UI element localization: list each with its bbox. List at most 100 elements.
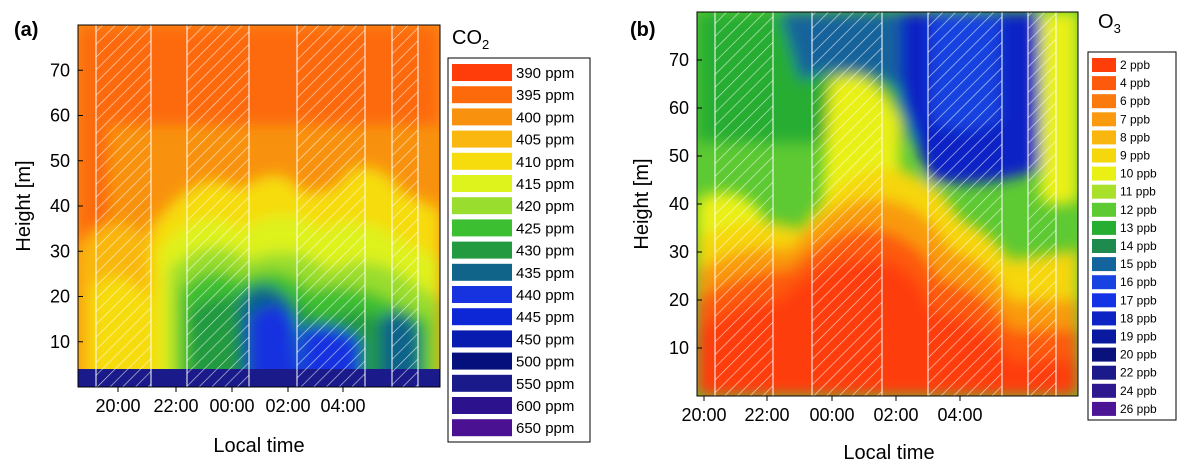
legend-label: 435 ppm bbox=[516, 265, 574, 282]
legend-a: 390 ppm 395 ppm 400 ppm 405 ppm 410 ppm 415 p… bbox=[452, 64, 574, 437]
legend-label: 8 ppb bbox=[1120, 130, 1150, 144]
legend-label: 390 ppm bbox=[516, 65, 574, 82]
legend-label: 395 ppm bbox=[516, 87, 574, 104]
legend-swatch bbox=[452, 108, 512, 126]
x-tick-label: 04:00 bbox=[320, 396, 365, 416]
legend-swatch bbox=[452, 330, 512, 348]
legend-swatch bbox=[1092, 347, 1116, 362]
legend-swatch bbox=[1092, 220, 1116, 235]
x-tick-label: 22:00 bbox=[744, 405, 789, 425]
y-tick-label: 60 bbox=[669, 98, 689, 118]
panel-label-a: (a) bbox=[14, 19, 38, 41]
x-tick-label: 04:00 bbox=[937, 405, 982, 425]
legend-swatch bbox=[452, 219, 512, 237]
y-tick-label: 40 bbox=[669, 194, 689, 214]
x-tick-label: 22:00 bbox=[153, 396, 198, 416]
legend-label: 22 ppb bbox=[1120, 366, 1157, 380]
legend-swatch bbox=[452, 152, 512, 170]
y-tick-label: 10 bbox=[50, 332, 70, 352]
legend-label: 14 ppb bbox=[1120, 239, 1157, 253]
legend-label: 9 ppb bbox=[1120, 149, 1150, 163]
chart-title-b: O3 bbox=[1098, 11, 1121, 36]
legend-swatch bbox=[452, 308, 512, 326]
legend-label: 415 ppm bbox=[516, 176, 574, 193]
legend-label: 19 ppb bbox=[1120, 330, 1157, 344]
legend-swatch bbox=[1092, 383, 1116, 398]
legend-swatch bbox=[1092, 293, 1116, 308]
x-tick-label: 20:00 bbox=[681, 405, 726, 425]
y-tick-label: 60 bbox=[50, 106, 70, 126]
legend-swatch bbox=[452, 175, 512, 192]
x-axis-a: 20:00 22:00 00:00 02:00 04:00 bbox=[95, 387, 366, 416]
y-tick-label: 20 bbox=[50, 287, 70, 307]
y-tick-label: 30 bbox=[50, 241, 70, 261]
legend-swatch bbox=[452, 197, 512, 215]
legend-swatch bbox=[1092, 257, 1116, 272]
legend-swatch bbox=[452, 86, 512, 104]
legend-label: 600 ppm bbox=[516, 398, 574, 415]
legend-swatch bbox=[452, 419, 512, 437]
panel-label-b: (b) bbox=[630, 19, 656, 41]
panel-b: (b) O3 bbox=[630, 11, 1177, 464]
legend-label: 20 ppb bbox=[1120, 348, 1157, 362]
legend-swatch bbox=[452, 64, 512, 81]
legend-swatch bbox=[1092, 166, 1116, 181]
legend-swatch bbox=[1092, 329, 1116, 344]
y-tick-label: 70 bbox=[50, 60, 70, 80]
x-axis-b: 20:00 22:00 00:00 02:00 04:00 bbox=[681, 396, 983, 425]
legend-swatch bbox=[452, 286, 512, 303]
legend-label: 7 ppb bbox=[1120, 112, 1150, 126]
legend-swatch bbox=[1092, 184, 1116, 199]
y-tick-label: 10 bbox=[669, 338, 689, 358]
legend-label: 24 ppb bbox=[1120, 384, 1157, 398]
x-axis-label-b: Local time bbox=[843, 442, 934, 464]
legend-label: 11 ppb bbox=[1120, 185, 1156, 199]
legend-swatch bbox=[452, 263, 512, 281]
legend-swatch bbox=[452, 241, 512, 259]
legend-swatch bbox=[452, 352, 512, 370]
legend-label: 15 ppb bbox=[1120, 257, 1157, 271]
legend-swatch bbox=[1092, 148, 1116, 163]
heatmap-field-b bbox=[697, 12, 1078, 396]
y-tick-label: 50 bbox=[669, 146, 689, 166]
legend-label: 430 ppm bbox=[516, 243, 574, 260]
legend-swatch bbox=[1092, 275, 1116, 290]
y-tick-label: 20 bbox=[669, 290, 689, 310]
legend-label: 2 ppb bbox=[1120, 58, 1150, 72]
legend-label: 405 ppm bbox=[516, 132, 574, 149]
legend-swatch bbox=[1092, 58, 1116, 72]
legend-label: 4 ppb bbox=[1120, 76, 1150, 90]
legend-label: 10 ppb bbox=[1120, 167, 1157, 181]
y-tick-label: 30 bbox=[669, 242, 689, 262]
y-tick-label: 40 bbox=[50, 196, 70, 216]
legend-swatch bbox=[1092, 401, 1116, 416]
hatch-bands-b bbox=[714, 12, 1057, 396]
legend-label: 420 ppm bbox=[516, 198, 574, 215]
legend-label: 17 ppb bbox=[1120, 293, 1157, 307]
legend-swatch bbox=[1092, 365, 1116, 380]
x-tick-label: 20:00 bbox=[95, 396, 140, 416]
legend-label: 12 ppb bbox=[1120, 203, 1157, 217]
legend-label: 16 ppb bbox=[1120, 275, 1157, 289]
legend-label: 13 ppb bbox=[1120, 221, 1157, 235]
legend-label: 650 ppm bbox=[516, 420, 574, 437]
legend-swatch bbox=[1092, 311, 1116, 326]
legend-swatch bbox=[452, 397, 512, 414]
y-tick-label: 70 bbox=[669, 50, 689, 70]
panel-a: (a) CO2 bbox=[13, 19, 591, 457]
legend-label: 425 ppm bbox=[516, 220, 574, 237]
legend-label: 445 ppm bbox=[516, 309, 574, 326]
legend-label: 400 ppm bbox=[516, 109, 574, 126]
chart-title-a: CO2 bbox=[452, 27, 489, 52]
x-tick-label: 02:00 bbox=[265, 396, 310, 416]
legend-label: 410 ppm bbox=[516, 154, 574, 171]
legend-swatch bbox=[1092, 239, 1116, 253]
legend-swatch bbox=[452, 130, 512, 148]
legend-label: 550 ppm bbox=[516, 376, 574, 393]
y-axis-a: 10 20 30 40 50 60 70 bbox=[50, 60, 83, 352]
legend-swatch bbox=[1092, 94, 1116, 109]
legend-label: 450 ppm bbox=[516, 331, 574, 348]
x-axis-label-a: Local time bbox=[213, 435, 304, 457]
x-tick-label: 00:00 bbox=[809, 405, 854, 425]
